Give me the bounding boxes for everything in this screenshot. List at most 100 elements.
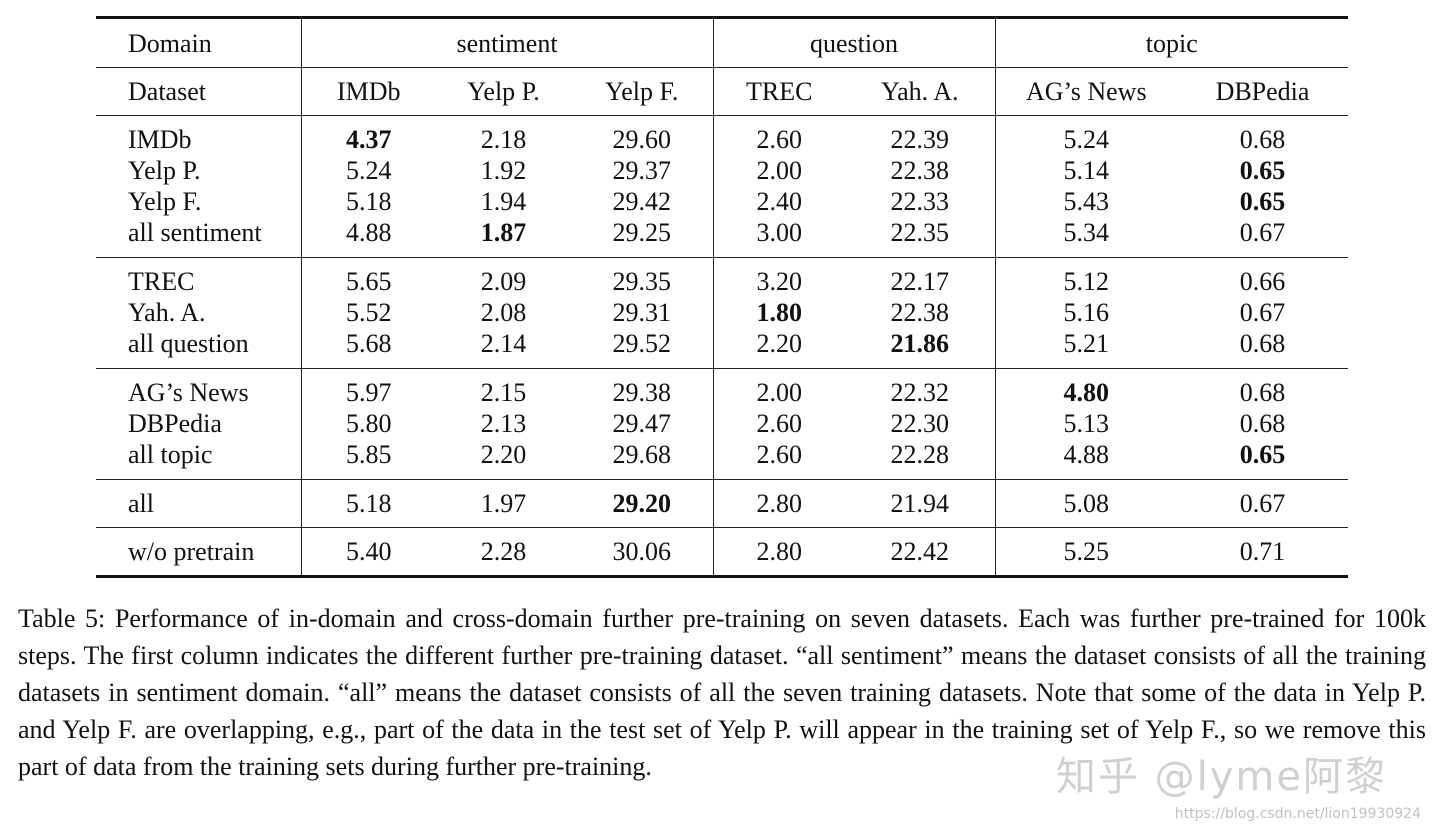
table-cell: 2.15 (436, 368, 571, 408)
table-cell: 5.34 (1063, 218, 1110, 247)
dataset-header-label: Dataset (96, 67, 302, 116)
table-cell: 5.80 (346, 409, 392, 438)
row-label: Yelp F. (96, 186, 302, 217)
row-label: Yelp P. (96, 155, 302, 186)
table-row: w/o pretrain 5.40 2.28 30.06 2.80 22.42 5.25 0.… (96, 527, 1349, 578)
column-header: TREC (713, 67, 845, 116)
table-cell: 1.87 (480, 218, 527, 247)
results-table-container: Domain sentiment question topic Dataset … (96, 16, 1349, 578)
table-cell: 29.42 (571, 186, 714, 217)
row-label: DBPedia (96, 408, 302, 439)
table-cell: 2.60 (756, 409, 803, 438)
row-label: all (96, 479, 302, 528)
table-cell: 5.14 (1063, 156, 1110, 185)
table-cell: 2.80 (713, 527, 845, 578)
table-cell: 1.94 (480, 187, 527, 216)
table-cell: 5.52 (346, 298, 392, 327)
column-header: Yelp P. (436, 67, 571, 116)
table-cell: 29.52 (571, 328, 714, 369)
row-label: all question (96, 328, 302, 369)
table-cell: 3.20 (713, 257, 845, 297)
table-cell: 2.09 (436, 257, 571, 297)
table-cell: 5.24 (346, 156, 392, 185)
table-cell: 5.97 (301, 368, 436, 408)
group-header-question: question (713, 16, 996, 68)
table-cell: 2.20 (756, 329, 803, 358)
table-cell: 29.37 (571, 155, 714, 186)
table-cell: 2.13 (480, 409, 527, 438)
table-cell: 22.30 (845, 408, 996, 439)
table-cell: 22.38 (845, 297, 996, 328)
table-cell: 3.00 (756, 218, 803, 247)
table-row: all 5.18 1.97 29.20 2.80 21.94 5.08 0.67 (96, 479, 1349, 528)
domain-header-label: Domain (96, 16, 302, 68)
column-header: AG’s News (995, 67, 1178, 116)
table-cell: 0.66 (1177, 257, 1349, 297)
table-cell: 0.65 (1239, 187, 1286, 216)
table-row: IMDb 4.37 2.18 29.60 2.60 22.39 5.24 0.68 (96, 115, 1349, 155)
table-cell: 5.13 (1063, 409, 1110, 438)
table-cell: 22.28 (845, 439, 996, 480)
table-row: AG’s News 5.97 2.15 29.38 2.00 22.32 4.80 0.68 (96, 368, 1349, 408)
table-cell: 29.31 (571, 297, 714, 328)
table-cell: 5.43 (1063, 187, 1110, 216)
table-cell: 29.38 (571, 368, 714, 408)
table-cell: 5.24 (995, 115, 1178, 155)
table-cell: 4.37 (301, 115, 436, 155)
table-cell: 1.80 (756, 298, 803, 327)
table-row: Yelp P. 5.24 1.92 29.37 2.00 22.38 5.14 0.65 (96, 155, 1348, 186)
table-cell: 22.17 (845, 257, 996, 297)
table-cell: 0.68 (1239, 329, 1286, 358)
row-label: TREC (96, 257, 302, 297)
watermark-text: 知乎 @lyme阿黎 (1055, 754, 1387, 800)
column-header: Yah. A. (845, 67, 996, 116)
table-cell: 29.47 (571, 408, 714, 439)
table-cell: 5.40 (301, 527, 436, 578)
row-label: all topic (96, 439, 302, 480)
table-cell: 29.25 (571, 217, 714, 258)
table-cell: 1.92 (480, 156, 527, 185)
row-label: IMDb (96, 115, 302, 155)
table-cell: 21.94 (845, 479, 996, 528)
table-cell: 2.40 (756, 187, 803, 216)
table-cell: 4.88 (346, 218, 392, 247)
table-cell: 2.00 (756, 156, 803, 185)
column-header: IMDb (301, 67, 436, 116)
table-cell: 0.68 (1177, 115, 1349, 155)
table-cell: 0.68 (1239, 409, 1286, 438)
table-cell: 5.18 (346, 187, 392, 216)
table-cell: 22.39 (845, 115, 996, 155)
table-cell: 29.60 (571, 115, 714, 155)
domain-header-row: Domain sentiment question topic (96, 16, 1349, 68)
table-cell: 2.00 (713, 368, 845, 408)
table-cell: 1.97 (436, 479, 571, 528)
table-row: all sentiment 4.88 1.87 29.25 3.00 22.35 5.34 0… (96, 217, 1348, 258)
table-cell: 5.18 (301, 479, 436, 528)
row-label: Yah. A. (96, 297, 302, 328)
table-row: DBPedia 5.80 2.13 29.47 2.60 22.30 5.13 0.68 (96, 408, 1348, 439)
table-cell: 29.68 (571, 439, 714, 480)
row-label: w/o pretrain (96, 527, 302, 578)
table-cell: 21.86 (845, 328, 996, 369)
table-cell: 22.33 (845, 186, 996, 217)
table-row: all topic 5.85 2.20 29.68 2.60 22.28 4.88 0.65 (96, 439, 1348, 480)
results-table: Domain sentiment question topic Dataset … (96, 16, 1349, 578)
table-cell: 0.67 (1177, 479, 1349, 528)
group-header-sentiment: sentiment (301, 16, 714, 68)
column-header: DBPedia (1177, 67, 1349, 116)
table-row: TREC 5.65 2.09 29.35 3.20 22.17 5.12 0.66 (96, 257, 1349, 297)
table-cell: 0.67 (1239, 298, 1286, 327)
table-cell: 5.65 (301, 257, 436, 297)
table-cell: 29.35 (571, 257, 714, 297)
table-cell: 0.71 (1177, 527, 1349, 578)
table-cell: 4.88 (1063, 440, 1110, 469)
table-cell: 22.35 (845, 217, 996, 258)
table-cell: 22.42 (845, 527, 996, 578)
table-cell: 0.65 (1239, 156, 1286, 185)
table-cell: 4.80 (995, 368, 1178, 408)
column-header: Yelp F. (571, 67, 714, 116)
table-cell: 0.68 (1177, 368, 1349, 408)
row-label: AG’s News (96, 368, 302, 408)
table-cell: 2.18 (436, 115, 571, 155)
table-caption: Table 5: Performance of in-domain and cr… (18, 604, 1426, 781)
